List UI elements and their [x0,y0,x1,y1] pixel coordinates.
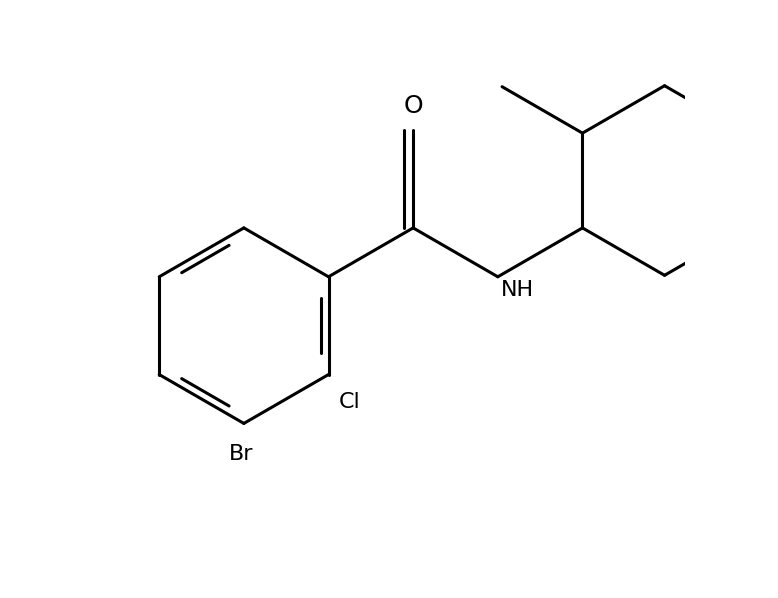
Text: NH: NH [501,280,534,300]
Text: Br: Br [229,444,253,464]
Text: O: O [403,94,423,118]
Text: Cl: Cl [339,392,361,412]
